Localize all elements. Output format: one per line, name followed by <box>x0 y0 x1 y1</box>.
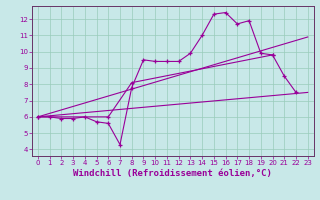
X-axis label: Windchill (Refroidissement éolien,°C): Windchill (Refroidissement éolien,°C) <box>73 169 272 178</box>
